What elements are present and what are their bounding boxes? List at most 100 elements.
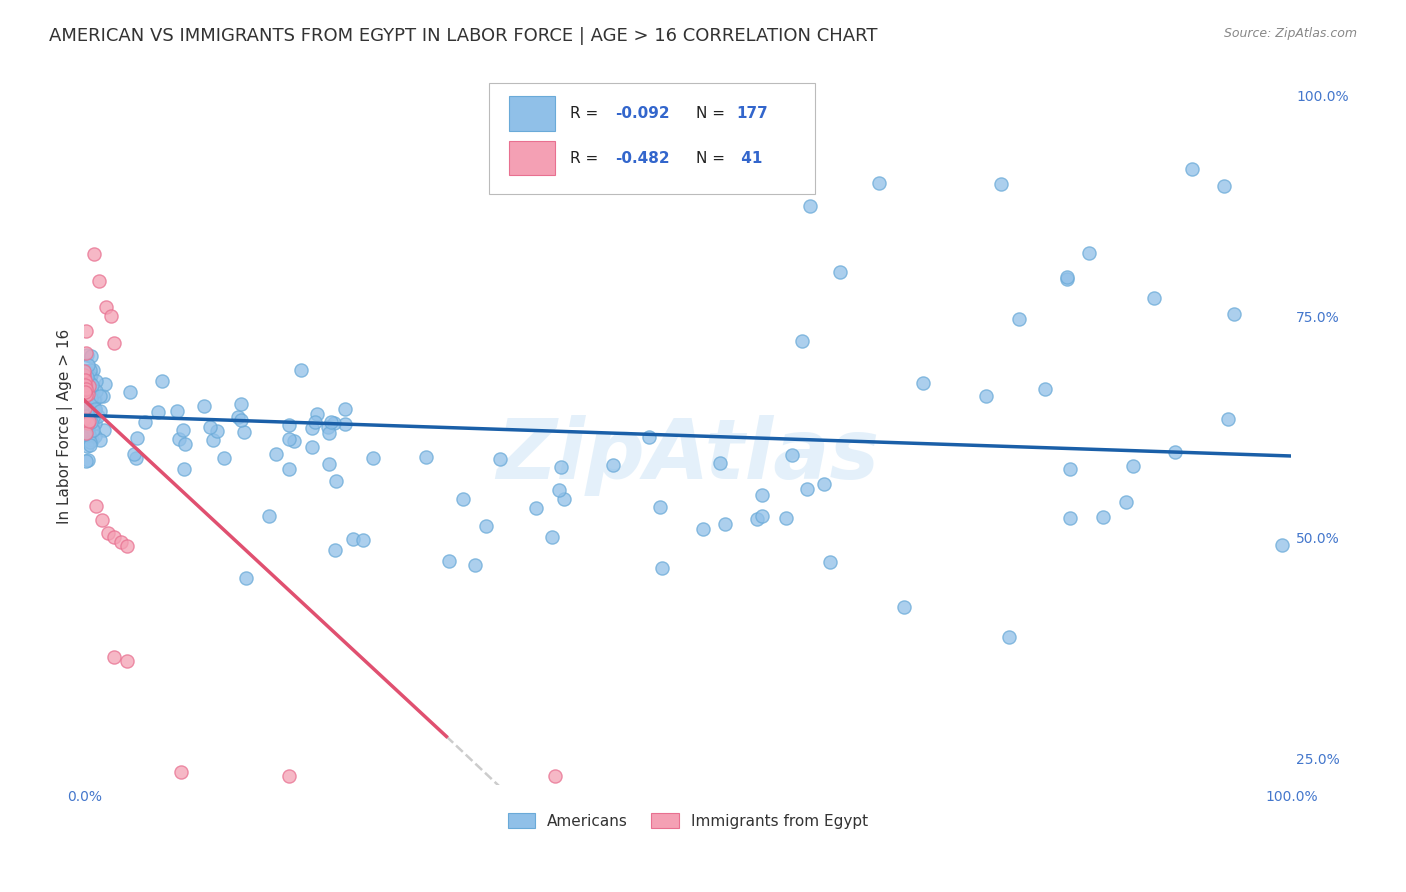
Text: R =: R = — [569, 106, 603, 121]
Point — [651, 561, 673, 575]
Y-axis label: In Labor Force | Age > 16: In Labor Force | Age > 16 — [58, 329, 73, 524]
Point — [283, 434, 305, 449]
Point — [792, 334, 814, 349]
Point — [79, 384, 101, 398]
Point — [304, 415, 326, 429]
Point — [87, 274, 110, 288]
Point — [84, 429, 107, 443]
Point — [1143, 291, 1166, 305]
Point — [83, 247, 105, 261]
Point — [76, 348, 98, 362]
Point — [76, 408, 98, 422]
Point — [79, 363, 101, 377]
Point — [75, 427, 97, 442]
Point — [318, 458, 340, 472]
Point — [75, 386, 97, 401]
Point — [277, 418, 299, 433]
Point — [76, 404, 98, 418]
Point — [553, 491, 575, 506]
Text: -0.092: -0.092 — [616, 106, 671, 121]
Text: 177: 177 — [737, 106, 768, 121]
Point — [322, 416, 344, 430]
Point — [1163, 445, 1185, 459]
Point — [75, 382, 97, 396]
Point — [82, 363, 104, 377]
Point — [82, 423, 104, 437]
FancyBboxPatch shape — [489, 83, 814, 194]
Point — [301, 440, 323, 454]
Point — [1271, 538, 1294, 552]
Point — [150, 375, 173, 389]
Text: -0.482: -0.482 — [616, 151, 671, 166]
Point — [75, 389, 97, 403]
Point — [713, 517, 735, 532]
Point — [79, 438, 101, 452]
Point — [692, 522, 714, 536]
Point — [335, 401, 357, 416]
Point — [79, 411, 101, 425]
Point — [75, 346, 97, 360]
Point — [747, 511, 769, 525]
Point — [1122, 458, 1144, 473]
Point — [166, 404, 188, 418]
Point — [202, 433, 225, 447]
Point — [172, 423, 194, 437]
Text: AMERICAN VS IMMIGRANTS FROM EGYPT IN LABOR FORCE | AGE > 16 CORRELATION CHART: AMERICAN VS IMMIGRANTS FROM EGYPT IN LAB… — [49, 27, 877, 45]
Point — [1056, 271, 1078, 285]
Point — [84, 392, 107, 406]
Point — [264, 447, 287, 461]
Point — [974, 389, 997, 403]
Point — [650, 500, 672, 515]
Point — [75, 407, 97, 421]
Point — [437, 554, 460, 568]
Point — [73, 382, 96, 396]
Point — [100, 310, 122, 324]
Point — [544, 769, 567, 783]
Point — [1181, 161, 1204, 176]
Point — [83, 402, 105, 417]
Point — [75, 425, 97, 440]
Point — [173, 461, 195, 475]
Point — [75, 454, 97, 468]
Point — [75, 412, 97, 426]
Point — [352, 533, 374, 547]
Point — [323, 542, 346, 557]
Point — [226, 409, 249, 424]
Point — [277, 462, 299, 476]
Point — [212, 450, 235, 465]
Point — [82, 384, 104, 399]
Point — [89, 403, 111, 417]
Point — [76, 410, 98, 425]
Point — [73, 377, 96, 392]
Point — [77, 358, 100, 372]
Point — [79, 425, 101, 440]
Text: N =: N = — [696, 106, 730, 121]
Point — [77, 416, 100, 430]
Text: ZipAtlas: ZipAtlas — [496, 415, 879, 496]
Point — [235, 571, 257, 585]
Point — [79, 383, 101, 397]
Point — [75, 398, 97, 412]
Point — [1216, 411, 1239, 425]
Point — [89, 434, 111, 448]
Point — [75, 373, 97, 387]
Point — [80, 377, 103, 392]
Point — [911, 376, 934, 391]
Point — [474, 519, 496, 533]
Text: Source: ZipAtlas.com: Source: ZipAtlas.com — [1223, 27, 1357, 40]
Point — [115, 654, 138, 668]
Point — [73, 381, 96, 395]
Text: 41: 41 — [737, 151, 762, 166]
Point — [75, 374, 97, 388]
Point — [93, 423, 115, 437]
Point — [75, 364, 97, 378]
Point — [134, 415, 156, 429]
Point — [231, 397, 253, 411]
Point — [80, 384, 103, 399]
Point — [198, 420, 221, 434]
Point — [73, 415, 96, 429]
Point — [319, 415, 342, 429]
Point — [77, 412, 100, 426]
Point — [318, 425, 340, 440]
Point — [1008, 311, 1031, 326]
